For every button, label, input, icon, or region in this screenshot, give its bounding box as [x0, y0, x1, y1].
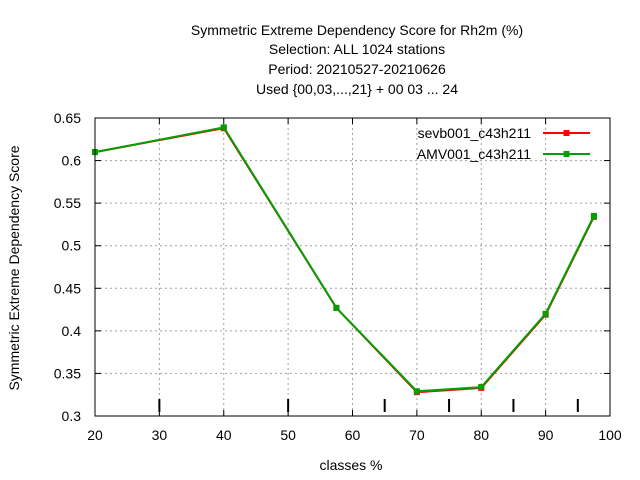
legend-swatch-marker — [563, 151, 570, 157]
legend-label: AMV001_c43h211 — [417, 146, 531, 162]
y-axis: 0.3 0.35 0.4 0.45 0.5 0.55 0.6 0.65 — [54, 110, 610, 424]
title-line-1: Symmetric Extreme Dependency Score for R… — [191, 22, 523, 38]
title-line-4: Used {00,03,...,21} + 00 03 ... 24 — [256, 81, 458, 97]
title-line-2: Selection: ALL 1024 stations — [269, 41, 445, 57]
series-group — [92, 124, 597, 396]
x-tick-label: 60 — [345, 427, 361, 443]
y-tick-label: 0.4 — [62, 323, 82, 339]
y-tick-label: 0.5 — [62, 238, 82, 254]
grid-lines — [95, 118, 610, 416]
x-tick-label: 70 — [409, 427, 425, 443]
y-axis-label: Symmetric Extreme Dependency Score — [6, 145, 22, 390]
y-tick-label: 0.65 — [54, 110, 81, 126]
legend-item: AMV001_c43h211 — [417, 146, 590, 162]
y-tick-label: 0.3 — [62, 408, 82, 424]
x-tick-label: 40 — [216, 427, 232, 443]
y-tick-label: 0.35 — [54, 365, 81, 381]
series-line — [94, 126, 595, 393]
legend: sevb001_c43h211 AMV001_c43h211 — [417, 125, 590, 162]
data-point — [590, 212, 597, 219]
data-point — [333, 304, 340, 311]
x-tick-label: 20 — [87, 427, 103, 443]
legend-label: sevb001_c43h211 — [418, 125, 532, 141]
data-point — [413, 388, 420, 395]
data-point — [220, 124, 227, 131]
plot-frame — [94, 117, 611, 417]
x-tick-label: 80 — [473, 427, 489, 443]
legend-swatch-marker — [563, 130, 570, 136]
bottom-marks — [158, 399, 579, 412]
x-tick-label: 50 — [280, 427, 296, 443]
legend-item: sevb001_c43h211 — [418, 125, 590, 141]
series-line — [94, 127, 595, 394]
x-tick-label: 90 — [538, 427, 554, 443]
data-point — [478, 384, 485, 391]
chart-title: Symmetric Extreme Dependency Score for R… — [191, 22, 523, 97]
series-1 — [92, 125, 597, 396]
data-point — [542, 310, 549, 317]
y-tick-label: 0.45 — [54, 280, 81, 296]
y-tick-label: 0.55 — [54, 195, 81, 211]
y-tick-label: 0.6 — [62, 153, 82, 169]
x-tick-label: 30 — [152, 427, 168, 443]
x-axis-label: classes % — [319, 457, 382, 473]
series-2 — [92, 124, 597, 395]
title-line-3: Period: 20210527-20210626 — [268, 61, 446, 77]
x-tick-label: 100 — [598, 427, 622, 443]
x-axis: 20 30 40 50 60 70 80 90 100 — [87, 118, 622, 443]
